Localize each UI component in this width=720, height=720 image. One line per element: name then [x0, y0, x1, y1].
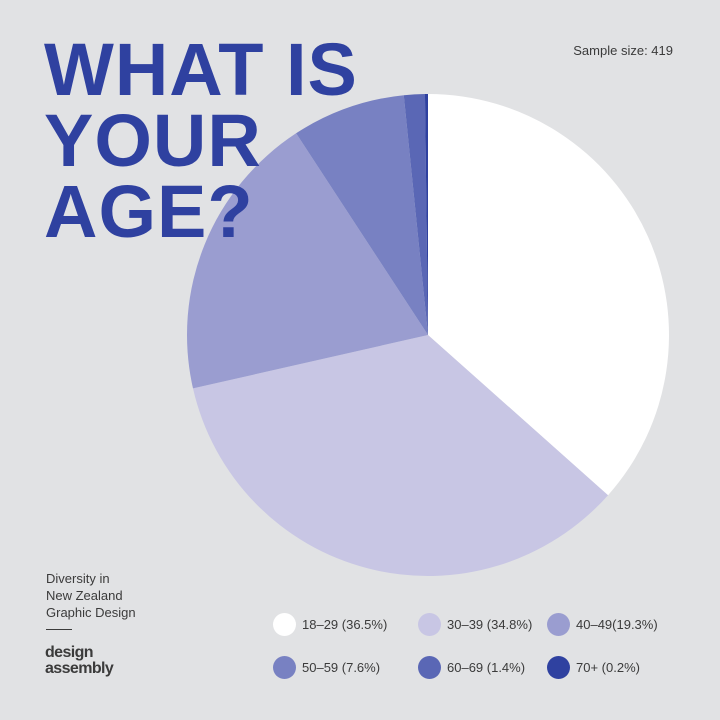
legend-item-40-49: 40–49(19.3%): [547, 612, 658, 636]
legend-label: 50–59 (7.6%): [302, 659, 381, 675]
logo-line: assembly: [45, 660, 114, 677]
design-assembly-logo: design assembly: [45, 644, 114, 677]
legend-label: 30–39 (34.8%): [447, 616, 533, 632]
legend-swatch: [547, 612, 570, 636]
pie-slice-18-29: [428, 94, 670, 496]
legend-swatch: [418, 655, 441, 679]
legend-label: 18–29 (36.5%): [302, 616, 388, 632]
credit-line: Diversity in: [46, 571, 110, 586]
legend-swatch: [547, 655, 570, 679]
logo-line: design: [45, 644, 94, 661]
legend-swatch: [273, 612, 296, 636]
legend-swatch: [418, 612, 441, 636]
legend-item-70-plus: 70+ (0.2%): [547, 655, 640, 679]
legend-label: 60–69 (1.4%): [447, 659, 526, 675]
pie-slice-60-69: [403, 94, 428, 335]
legend-item-50-59: 50–59 (7.6%): [273, 655, 380, 679]
credit-line: New Zealand: [46, 588, 123, 603]
credit-divider: [46, 629, 72, 630]
chart-title: WHAT IS YOUR AGE?: [44, 28, 358, 253]
legend-label: 40–49(19.3%): [576, 616, 658, 632]
pie-slice-30-39: [192, 335, 609, 576]
credit-line: Graphic Design: [46, 605, 136, 620]
title-line: YOUR: [44, 99, 262, 182]
pie-slice-40-49: [187, 133, 428, 389]
pie-slice-50-59: [296, 95, 428, 335]
legend-item-18-29: 18–29 (36.5%): [273, 612, 387, 636]
legend-label: 70+ (0.2%): [576, 659, 640, 675]
survey-credit: Diversity in New Zealand Graphic Design: [46, 570, 136, 621]
title-line: WHAT IS: [44, 28, 358, 111]
title-line: AGE?: [44, 170, 254, 253]
legend-item-60-69: 60–69 (1.4%): [418, 655, 525, 679]
legend-swatch: [273, 655, 296, 679]
pie-slice-70: [424, 94, 428, 335]
legend-item-30-39: 30–39 (34.8%): [418, 612, 532, 636]
sample-size-label: Sample size: 419: [573, 43, 673, 58]
